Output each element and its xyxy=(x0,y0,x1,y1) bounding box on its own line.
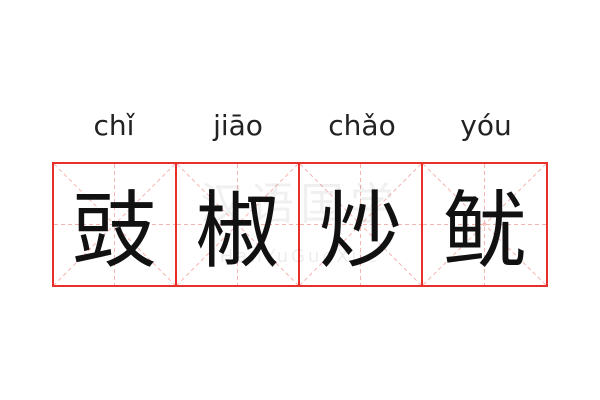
hanzi: 豉 xyxy=(72,182,157,280)
pinyin: jiāo xyxy=(213,109,263,142)
pinyin-row: chǐ jiāo chǎo yóu xyxy=(52,106,548,146)
guide-lines xyxy=(300,164,421,285)
character-grid: 豉 椒 炒 鱿 xyxy=(52,162,548,287)
watermark-text: HanYuGuoXue xyxy=(219,246,381,267)
character-cell: 鱿 xyxy=(423,164,546,285)
hanzi: 炒 xyxy=(318,182,403,280)
character-cell: 椒 xyxy=(177,164,300,285)
guide-lines xyxy=(177,164,298,285)
character-cell: 炒 xyxy=(300,164,423,285)
pinyin: chǐ xyxy=(93,109,135,142)
guide-lines xyxy=(423,164,546,285)
character-cell: 豉 xyxy=(54,164,177,285)
guide-lines xyxy=(54,164,175,285)
watermark-logo: 汉语国学 xyxy=(200,179,400,230)
hanzi: 椒 xyxy=(195,182,280,280)
pinyin: chǎo xyxy=(328,109,396,142)
pinyin: yóu xyxy=(460,109,512,142)
hanzi: 鱿 xyxy=(442,182,527,280)
